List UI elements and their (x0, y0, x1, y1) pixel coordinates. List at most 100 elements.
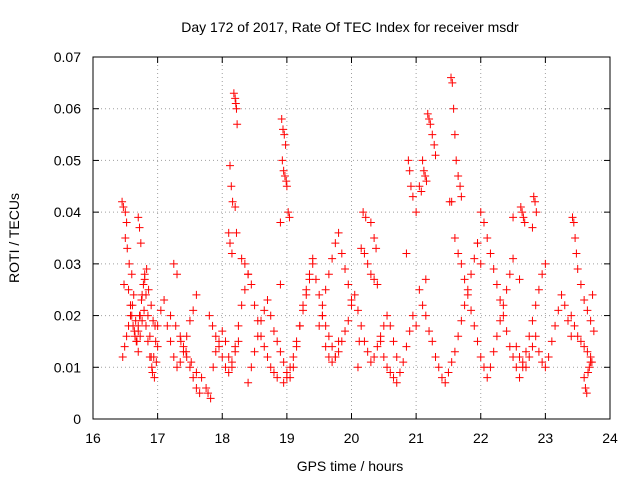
data-point (334, 228, 343, 237)
data-point (376, 337, 385, 346)
data-point (341, 327, 350, 336)
data-point (486, 249, 495, 258)
data-point (496, 296, 505, 305)
data-point (231, 202, 240, 211)
data-point (570, 321, 579, 330)
data-point (138, 290, 147, 299)
data-point (234, 321, 243, 330)
data-point (279, 378, 288, 387)
data-point (554, 306, 563, 315)
data-point (334, 347, 343, 356)
data-point (221, 337, 230, 346)
data-point (489, 265, 498, 274)
data-point (492, 332, 501, 341)
data-point (215, 342, 224, 351)
data-point (344, 280, 353, 289)
data-point (405, 327, 414, 336)
data-point (321, 285, 330, 294)
data-point (350, 290, 359, 299)
data-point (520, 218, 529, 227)
y-tick-label: 0.05 (54, 152, 81, 168)
data-point (341, 265, 350, 274)
data-point (538, 358, 547, 367)
data-point (278, 125, 287, 134)
data-point (425, 327, 434, 336)
data-point (518, 208, 527, 217)
data-point (140, 275, 149, 284)
data-point (276, 218, 285, 227)
data-point (123, 244, 132, 253)
data-point (585, 363, 594, 372)
data-point (516, 202, 525, 211)
data-point (476, 352, 485, 361)
data-point (147, 301, 156, 310)
data-point (218, 352, 227, 361)
data-point (370, 234, 379, 242)
data-point (169, 352, 178, 361)
data-point (276, 347, 285, 356)
data-point (337, 249, 346, 258)
data-point (171, 321, 180, 330)
data-point (227, 249, 236, 258)
data-point (318, 311, 327, 320)
data-point (344, 316, 353, 325)
data-point (176, 332, 185, 341)
data-point (232, 104, 241, 113)
data-point (160, 296, 169, 305)
data-point (197, 373, 206, 382)
data-point (118, 197, 127, 206)
data-point (406, 182, 415, 191)
data-point (418, 301, 427, 310)
data-point (124, 321, 133, 330)
data-point (266, 311, 275, 320)
data-point (353, 363, 362, 372)
y-tick-label: 0.07 (54, 49, 81, 65)
data-point (347, 301, 356, 310)
data-point (126, 311, 135, 320)
data-point (373, 280, 382, 289)
data-point (233, 120, 242, 129)
data-point (525, 352, 534, 361)
data-point (521, 363, 530, 372)
x-tick-label: 22 (473, 430, 489, 446)
data-point (132, 337, 141, 346)
data-point (383, 311, 392, 320)
data-point (389, 337, 398, 346)
data-point (583, 347, 592, 356)
data-point (580, 373, 589, 382)
data-point (227, 358, 236, 367)
data-point (195, 389, 204, 398)
data-point (185, 316, 194, 325)
data-point (156, 306, 165, 315)
data-point (505, 270, 514, 279)
data-point (395, 368, 404, 377)
data-point (324, 332, 333, 341)
data-point (454, 249, 463, 258)
data-point (138, 316, 147, 325)
data-point (163, 321, 172, 330)
data-point (366, 218, 375, 227)
data-point (528, 342, 537, 351)
data-point (224, 228, 233, 237)
data-point (473, 337, 482, 346)
data-point (518, 358, 527, 367)
data-point (324, 270, 333, 279)
data-point (305, 270, 314, 279)
data-point (512, 342, 521, 351)
data-point (189, 306, 198, 315)
data-point (370, 275, 379, 284)
data-point (421, 275, 430, 284)
data-point (479, 218, 488, 227)
data-point (273, 337, 282, 346)
data-point (571, 234, 580, 242)
data-point (583, 306, 592, 315)
data-point (532, 208, 541, 217)
data-point (355, 337, 364, 346)
data-point (148, 368, 157, 377)
data-point (422, 177, 431, 186)
data-point (450, 347, 459, 356)
data-point (588, 290, 597, 299)
data-point (137, 296, 146, 305)
data-point (457, 192, 466, 201)
